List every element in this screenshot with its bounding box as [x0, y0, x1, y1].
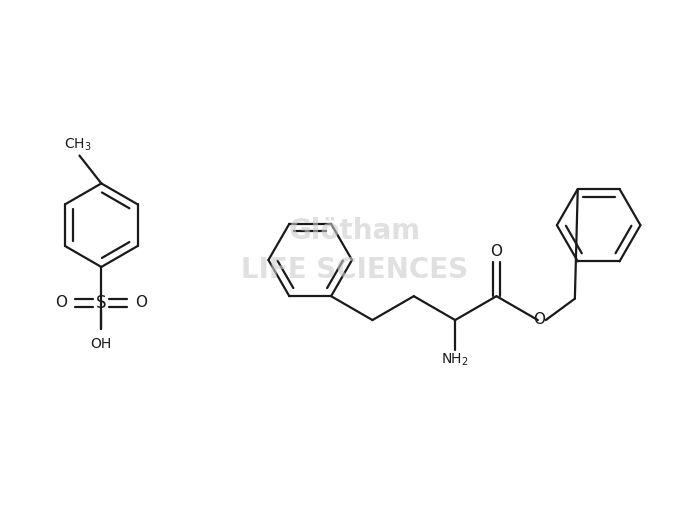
- Text: O: O: [56, 295, 68, 310]
- Text: S: S: [96, 294, 106, 312]
- Text: Glötham
LIFE SCIENCES: Glötham LIFE SCIENCES: [242, 216, 468, 283]
- Text: O: O: [533, 311, 545, 327]
- Text: OH: OH: [90, 336, 112, 350]
- Text: O: O: [491, 244, 503, 259]
- Text: O: O: [135, 295, 147, 310]
- Text: CH$_3$: CH$_3$: [63, 136, 91, 152]
- Text: NH$_2$: NH$_2$: [441, 352, 469, 368]
